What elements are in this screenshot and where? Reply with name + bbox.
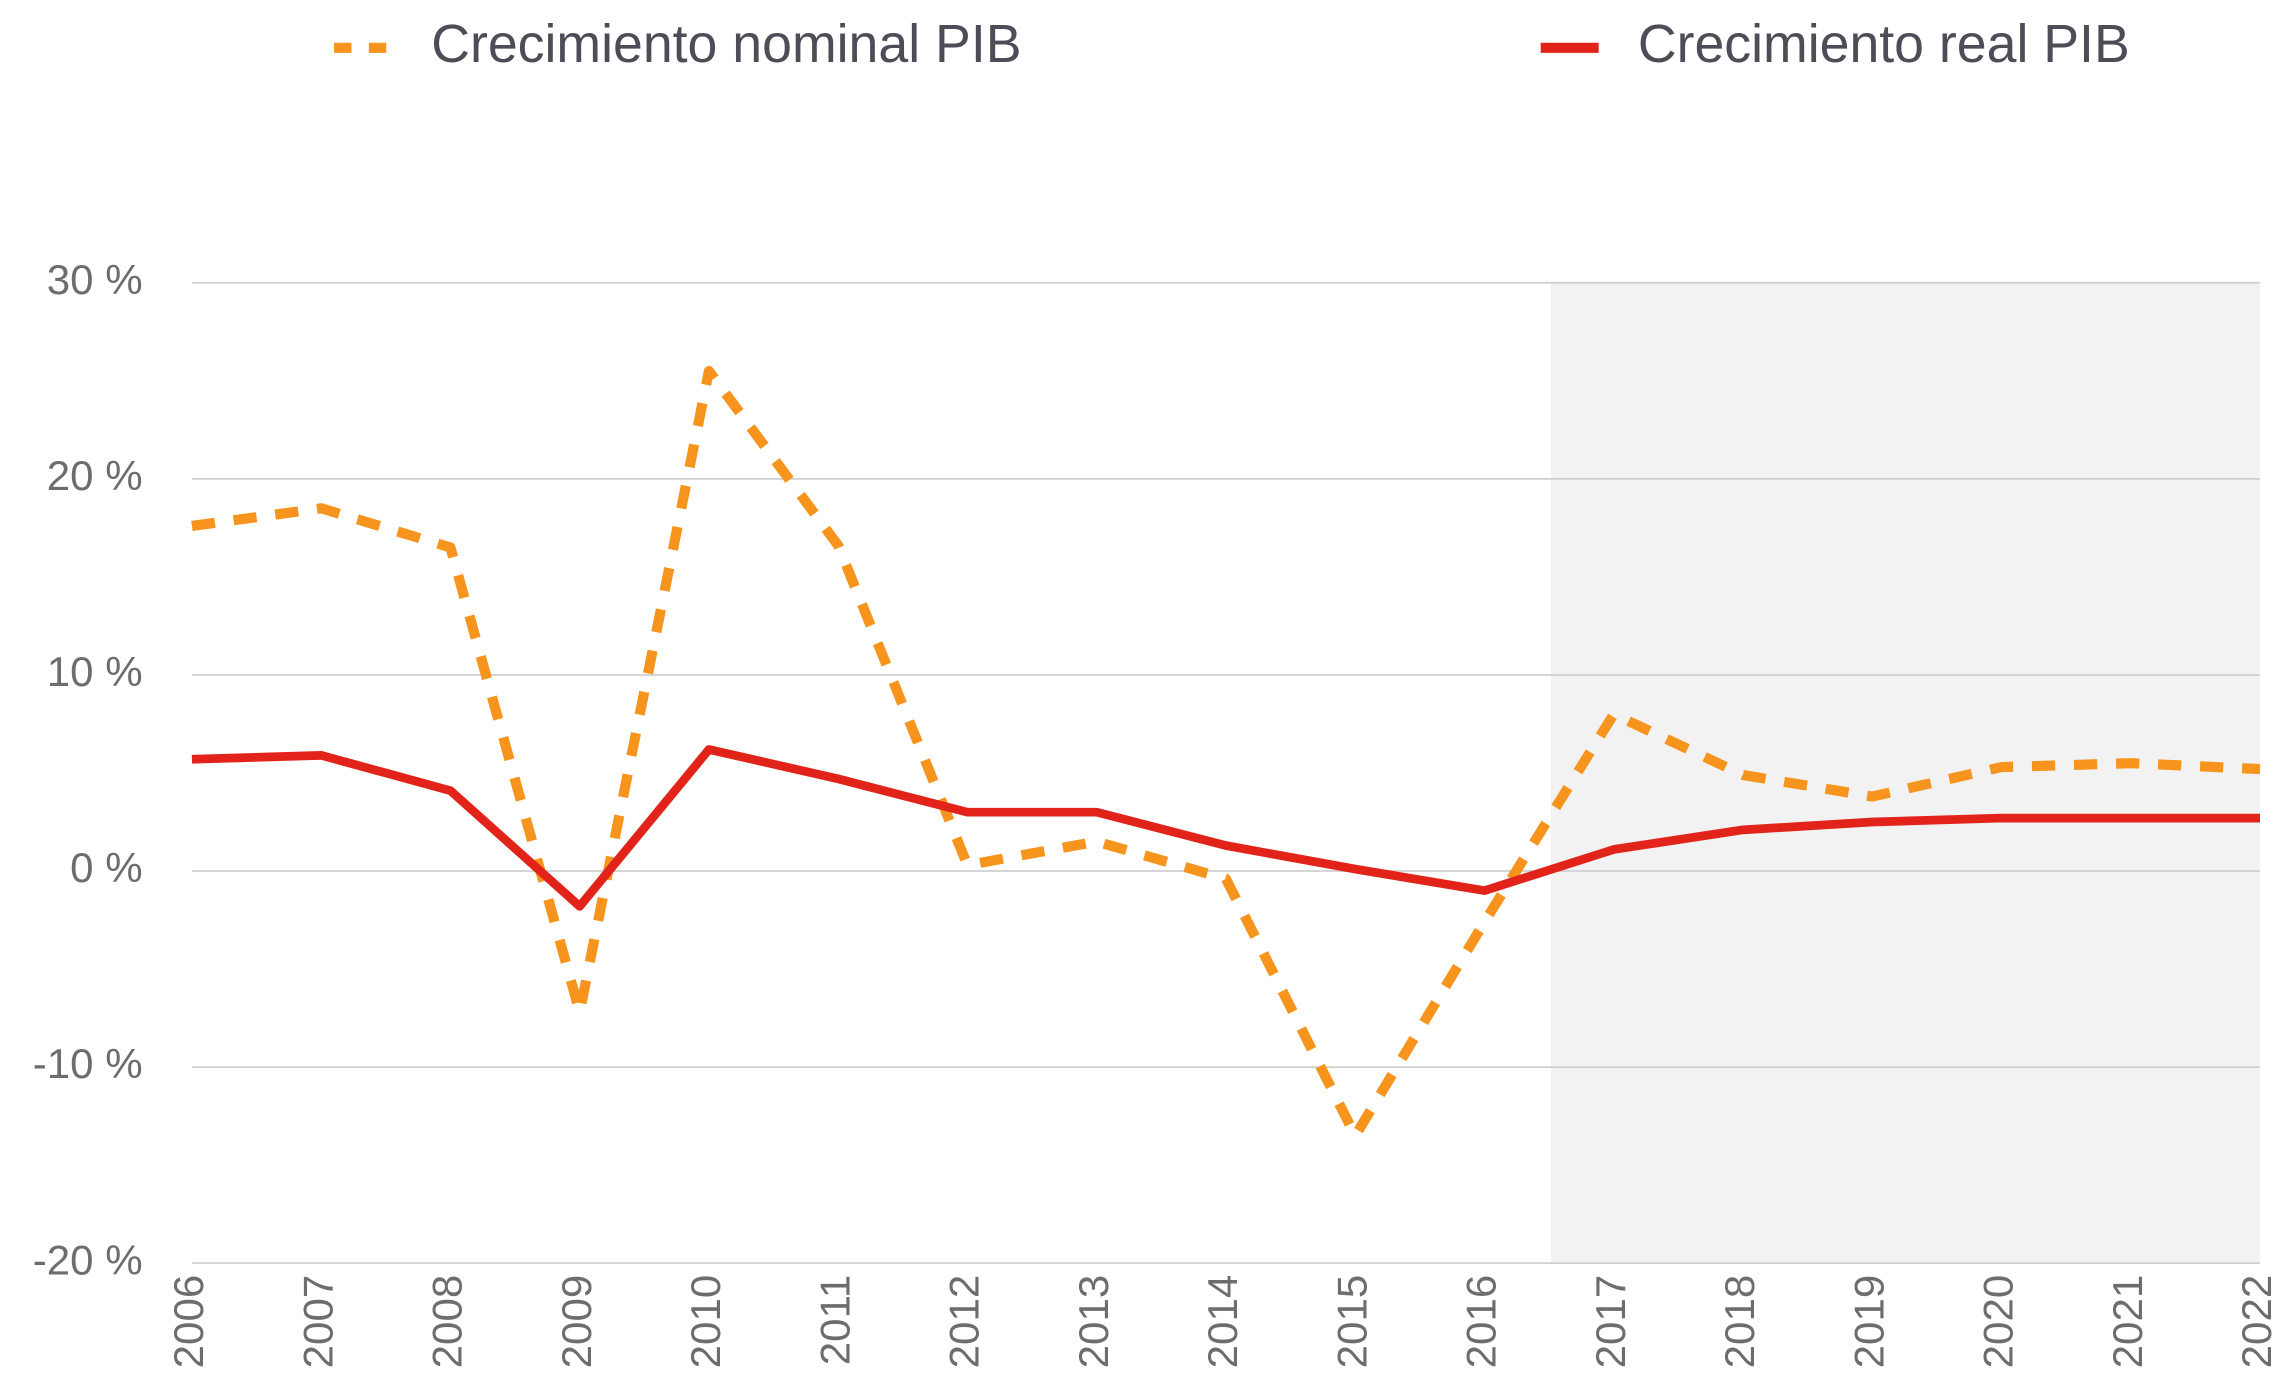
x-tick-label: 2020 xyxy=(1975,1275,2022,1369)
x-tick-label: 2021 xyxy=(2104,1275,2151,1369)
x-tick-label: 2018 xyxy=(1716,1275,1763,1369)
y-tick-label: -20 % xyxy=(33,1236,143,1283)
x-tick-label: 2017 xyxy=(1587,1275,1634,1369)
x-tick-label: 2008 xyxy=(424,1275,471,1369)
legend-label: Crecimiento real PIB xyxy=(1638,14,2130,74)
y-tick-label: 10 % xyxy=(47,648,143,695)
y-tick-label: 30 % xyxy=(47,256,143,303)
line-series xyxy=(191,745,2261,911)
x-tick-label: 2022 xyxy=(2233,1275,2275,1369)
x-tick-label: 2015 xyxy=(1328,1275,1375,1369)
x-tick-label: 2013 xyxy=(1070,1275,1117,1369)
x-tick-label: 2009 xyxy=(553,1275,600,1369)
forecast-shade xyxy=(1550,282,2261,1264)
legend-label: Crecimiento nominal PIB xyxy=(431,14,1021,74)
y-tick-label: 20 % xyxy=(47,452,143,499)
x-tick-label: 2006 xyxy=(165,1275,212,1369)
x-tick-label: 2019 xyxy=(1845,1275,1892,1369)
x-tick-label: 2007 xyxy=(294,1275,341,1369)
y-tick-label: -10 % xyxy=(33,1040,143,1087)
x-tick-label: 2012 xyxy=(941,1275,988,1369)
x-tick-label: 2016 xyxy=(1458,1275,1505,1369)
x-tick-label: 2014 xyxy=(1199,1275,1246,1369)
x-tick-label: 2011 xyxy=(811,1275,858,1365)
x-tick-label: 2010 xyxy=(682,1275,729,1369)
y-tick-label: 0 % xyxy=(70,844,142,891)
line-series xyxy=(191,365,2261,1141)
